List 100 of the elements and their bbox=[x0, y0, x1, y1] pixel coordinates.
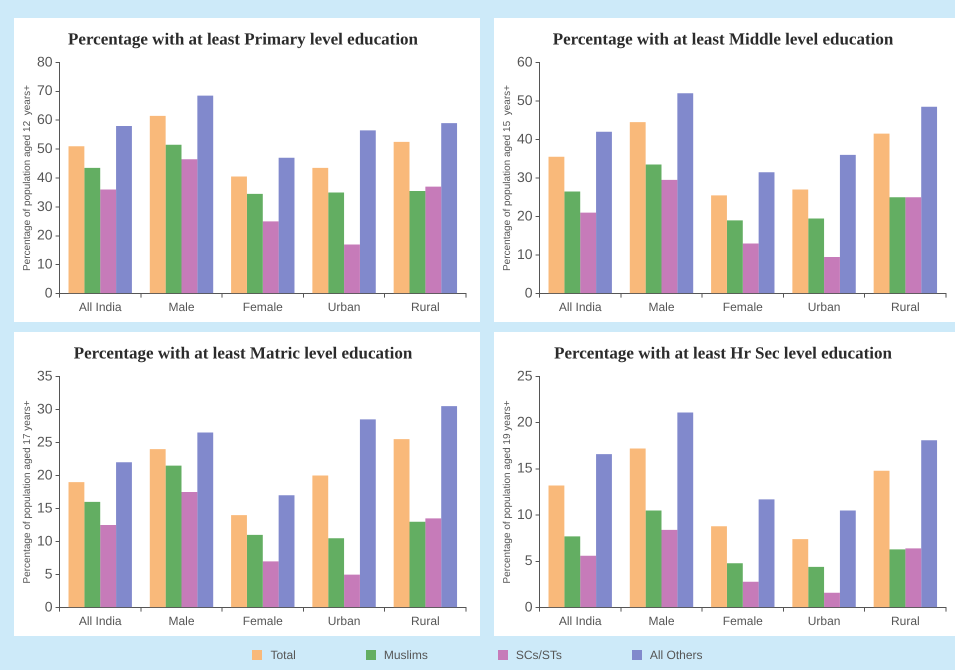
bar bbox=[677, 93, 694, 294]
x-tick-label: Urban bbox=[808, 300, 840, 314]
bar bbox=[905, 197, 922, 294]
bar bbox=[646, 510, 662, 608]
y-tick-label: 0 bbox=[524, 598, 533, 614]
bar bbox=[808, 566, 824, 608]
y-axis-title: Percentage of population aged 15 years+ bbox=[502, 84, 513, 271]
x-tick-label: Male bbox=[168, 614, 195, 628]
bar bbox=[360, 419, 376, 608]
bar bbox=[394, 439, 410, 608]
chart-title: Percentage with at least Middle level education bbox=[552, 30, 894, 49]
y-tick-label: 70 bbox=[36, 82, 53, 98]
bar bbox=[312, 475, 328, 608]
y-axis-title: Percentage of population aged 19 years+ bbox=[502, 400, 513, 584]
bar bbox=[166, 144, 182, 294]
bar bbox=[840, 154, 856, 294]
bar bbox=[410, 522, 426, 608]
x-tick-label: All India bbox=[78, 614, 122, 628]
bar bbox=[100, 190, 116, 294]
bar bbox=[792, 190, 808, 294]
bar bbox=[394, 142, 410, 294]
x-tick-label: Rural bbox=[891, 300, 920, 314]
y-tick-label: 50 bbox=[36, 140, 53, 156]
x-tick-label: Female bbox=[722, 300, 764, 314]
bar bbox=[166, 466, 182, 608]
bar bbox=[344, 574, 360, 608]
chart-title: Percentage with at least Matric level education bbox=[74, 344, 413, 363]
x-tick-label: Rural bbox=[891, 614, 920, 628]
bar bbox=[246, 194, 263, 294]
legend-label: Muslims bbox=[384, 648, 428, 662]
bar bbox=[231, 515, 247, 608]
y-axis-title: Percentage of population aged 12 years+ bbox=[22, 84, 33, 271]
y-tick-label: 20 bbox=[36, 226, 53, 243]
bar bbox=[792, 539, 808, 608]
y-tick-label: 50 bbox=[516, 92, 533, 108]
bar bbox=[758, 499, 774, 608]
bar bbox=[441, 406, 458, 608]
y-tick-label: 0 bbox=[44, 598, 53, 614]
bar bbox=[662, 180, 678, 294]
bar bbox=[231, 176, 247, 294]
bar bbox=[425, 186, 442, 294]
bar bbox=[662, 530, 678, 608]
y-tick-label: 10 bbox=[516, 506, 533, 522]
bar bbox=[564, 536, 580, 608]
bar bbox=[328, 538, 344, 608]
y-tick-label: 30 bbox=[516, 168, 533, 185]
bar bbox=[874, 134, 890, 294]
bar bbox=[150, 116, 166, 294]
chart-title: Percentage with at least Hr Sec level education bbox=[554, 344, 892, 363]
bar bbox=[116, 126, 132, 294]
bar bbox=[182, 159, 198, 294]
bar bbox=[840, 510, 856, 608]
y-tick-label: 20 bbox=[516, 207, 533, 224]
bar bbox=[890, 197, 906, 294]
y-tick-label: 35 bbox=[36, 367, 53, 384]
x-tick-label: Female bbox=[722, 614, 764, 628]
bar bbox=[68, 146, 84, 294]
y-tick-label: 30 bbox=[36, 400, 53, 416]
bar bbox=[742, 244, 759, 294]
x-tick-label: Rural bbox=[411, 300, 440, 314]
bar bbox=[596, 132, 612, 294]
y-tick-label: 60 bbox=[516, 53, 533, 70]
x-tick-label: Male bbox=[648, 300, 675, 314]
x-tick-label: Male bbox=[168, 300, 195, 314]
bar bbox=[630, 448, 646, 608]
bar bbox=[100, 525, 116, 608]
x-tick-label: Urban bbox=[328, 614, 360, 628]
y-tick-label: 80 bbox=[36, 53, 53, 70]
bar bbox=[150, 449, 166, 608]
y-tick-label: 5 bbox=[524, 552, 533, 568]
bar bbox=[262, 221, 279, 294]
bar bbox=[890, 549, 906, 608]
y-tick-label: 10 bbox=[36, 256, 53, 272]
x-tick-label: Male bbox=[648, 614, 675, 628]
y-tick-label: 60 bbox=[36, 111, 53, 128]
bar bbox=[742, 582, 759, 608]
y-tick-label: 0 bbox=[44, 284, 53, 300]
bar bbox=[246, 534, 263, 608]
bar bbox=[808, 218, 824, 294]
bar bbox=[344, 244, 360, 294]
bar bbox=[711, 195, 727, 294]
x-tick-label: Urban bbox=[328, 300, 360, 314]
bar bbox=[84, 168, 100, 294]
bar bbox=[410, 191, 426, 294]
bar bbox=[580, 556, 596, 608]
chart-title: Percentage with at least Primary level education bbox=[68, 30, 419, 49]
y-tick-label: 20 bbox=[516, 414, 533, 430]
x-tick-label: Female bbox=[242, 300, 284, 314]
legend-label: All Others bbox=[650, 648, 703, 662]
y-axis-title: Percentage of population aged 17 years+ bbox=[22, 400, 33, 584]
x-tick-label: Female bbox=[242, 614, 284, 628]
bar bbox=[84, 502, 100, 608]
bar bbox=[68, 482, 84, 608]
bar bbox=[262, 561, 279, 608]
y-tick-label: 30 bbox=[36, 198, 53, 214]
bar bbox=[726, 220, 743, 294]
legend-label: Total bbox=[270, 648, 296, 662]
x-tick-label: Rural bbox=[411, 614, 440, 628]
x-tick-label: All India bbox=[558, 300, 602, 314]
bar bbox=[580, 212, 596, 294]
